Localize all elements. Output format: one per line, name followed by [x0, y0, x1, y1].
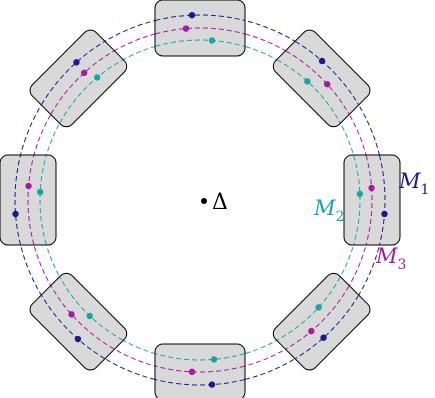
ring-box-dot-m2 [36, 188, 44, 196]
box-group [0, 0, 401, 398]
ring-box-arc-m3 [285, 285, 350, 350]
ring-box-dot-m1 [188, 11, 196, 19]
ring-box [272, 29, 371, 128]
ring-box-dot-m3 [188, 368, 196, 376]
ring-box [343, 154, 401, 246]
ring-box-arc-m1 [41, 295, 105, 359]
center-marker: Δ [201, 190, 228, 215]
center-dot [201, 198, 207, 204]
ring-box-dot-m3 [182, 25, 190, 32]
ring-box-arc-m1 [41, 41, 105, 105]
ring-box-dot-m1 [74, 335, 82, 343]
ring-box-arc-m3 [365, 155, 373, 245]
ring-box-arc-m3 [50, 285, 115, 350]
ring-box-arc-m2 [277, 277, 341, 341]
ring-box [0, 154, 57, 246]
ring-box-dot-m3 [25, 182, 32, 190]
ring-box-arc-m2 [39, 155, 47, 245]
ring-box [272, 272, 371, 371]
ring-box-arc-m3 [27, 155, 35, 245]
ring-box-dot-m1 [318, 57, 326, 65]
ring-box-arc-m2 [155, 39, 245, 47]
label-m3: M3 [375, 244, 406, 273]
ring-box-dot-m2 [315, 304, 322, 311]
ring-box-arc-m3 [155, 27, 245, 35]
ring-box-dot-m3 [68, 311, 75, 318]
ring-box-arc-m2 [277, 59, 341, 123]
ring-box-rect [154, 343, 246, 398]
ring-box-dot-m1 [73, 59, 80, 66]
ring-box-arc-m1 [295, 295, 359, 359]
center-label: Δ [212, 190, 228, 215]
ring-box-arc-m1 [155, 14, 245, 21]
ring-box-arc-m1 [379, 155, 386, 245]
ring-box-arc-m3 [155, 365, 245, 373]
ring-box-arc-m2 [59, 59, 123, 123]
ring-box-arc-m3 [285, 50, 350, 115]
ring-box-arc-m1 [14, 155, 21, 245]
ring-box [29, 29, 128, 128]
label-m1-base: M [398, 169, 421, 193]
ring-box-arc-m1 [155, 379, 245, 386]
ring-box [29, 272, 128, 371]
label-m2-base: M [313, 196, 336, 220]
label-m3-base: M [375, 244, 398, 268]
ring-box-arc-m2 [353, 155, 361, 245]
ring-box-dot-m2 [304, 78, 311, 85]
ring-box-dot-m3 [308, 327, 315, 335]
ring-box-dot-m3 [323, 80, 331, 88]
label-m3-sub: 3 [398, 257, 407, 273]
label-m2-sub: 2 [336, 209, 345, 225]
ring-box-dot-m1 [381, 210, 388, 218]
ring-box-dot-m2 [208, 37, 216, 44]
label-m2: M2 [313, 196, 344, 225]
label-m1: M1 [398, 169, 429, 198]
ring-box-arc-m2 [59, 277, 123, 341]
ring-box [154, 0, 246, 57]
ring-box-dot-m1 [12, 210, 19, 218]
ring-box-dot-m1 [208, 381, 216, 388]
ring-box-dot-m2 [356, 190, 364, 198]
label-m1-sub: 1 [421, 182, 430, 198]
ring-box [154, 343, 246, 398]
ring-box-arc-m1 [295, 41, 359, 105]
ring-box-dot-m2 [86, 312, 93, 320]
ring-box-dot-m2 [93, 74, 101, 81]
ring-box-dot-m3 [368, 184, 375, 192]
ring-box-dot-m1 [320, 334, 327, 341]
ring-box-arc-m3 [50, 50, 115, 115]
ring-box-dot-m3 [80, 69, 88, 77]
ring-box-arc-m2 [155, 353, 245, 361]
ring-box-dot-m2 [210, 356, 218, 363]
